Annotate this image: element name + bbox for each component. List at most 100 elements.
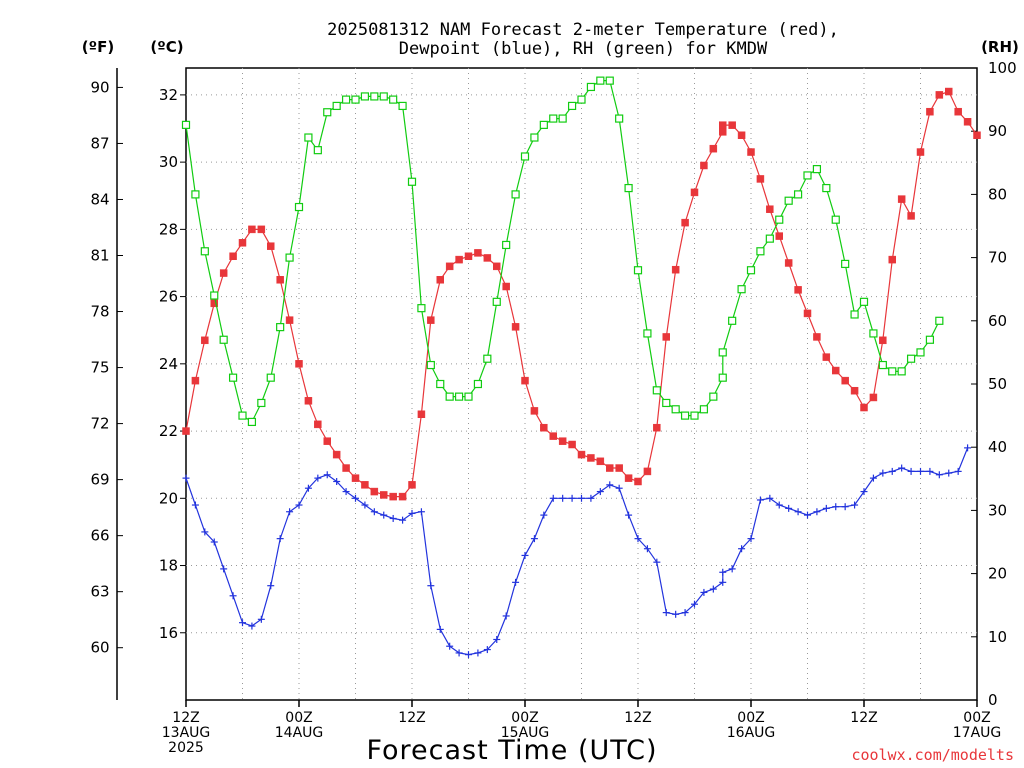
- series-group: [181, 76, 981, 659]
- rh-tick-label: 60: [988, 312, 1007, 330]
- dewpoint-point: [672, 610, 680, 618]
- rh-point: [841, 259, 850, 269]
- temperature-point: [963, 118, 972, 126]
- dewpoint-point: [804, 511, 811, 519]
- dewpoint-point: [653, 558, 661, 566]
- dewpoint-point: [267, 582, 275, 590]
- temperature-point: [945, 87, 953, 96]
- fahrenheit-tick-label: 78: [90, 303, 109, 321]
- dewpoint-point: [606, 481, 614, 489]
- dewpoint-point: [813, 508, 821, 516]
- temperature-point: [775, 232, 783, 240]
- temperature-point: [615, 464, 623, 472]
- dewpoint-point: [352, 494, 359, 502]
- time-tick-label-line: 12Z: [172, 710, 199, 726]
- celsius-tick-label: 20: [159, 489, 178, 507]
- dewpoint-point: [436, 625, 444, 633]
- rh-point: [228, 373, 238, 382]
- fahrenheit-tick-label: 63: [90, 583, 109, 601]
- temperature-point: [822, 353, 831, 361]
- dewpoint-point: [286, 508, 294, 516]
- temperature-point: [719, 128, 727, 136]
- temperature-point: [813, 333, 821, 341]
- rh-point: [615, 114, 624, 123]
- rh-point: [398, 101, 407, 111]
- rh-point: [775, 215, 784, 224]
- temperature-point: [370, 487, 379, 496]
- dewpoint-point: [220, 565, 228, 573]
- rh-tick-label: 90: [988, 122, 1007, 140]
- dewpoint-point: [201, 528, 209, 536]
- temperature-point: [954, 107, 962, 116]
- rh-point: [276, 323, 285, 332]
- dewpoint-point: [756, 496, 764, 504]
- temperature-point: [248, 225, 256, 234]
- time-tick-label: 12Z 13AUG 2025: [162, 710, 211, 756]
- rh-point: [643, 329, 652, 338]
- dewpoint-point: [700, 588, 708, 596]
- dewpoint-point: [342, 488, 350, 496]
- celsius-tick-label: 28: [159, 220, 178, 238]
- dewpoint-point: [747, 535, 755, 543]
- rh-point: [436, 379, 445, 389]
- dewpoint-point: [917, 467, 924, 475]
- dewpoint-point: [333, 477, 341, 485]
- fahrenheit-tick-label: 60: [90, 639, 109, 657]
- time-tick-label: 12Z: [398, 710, 425, 726]
- rh-point: [888, 367, 897, 376]
- rh-point: [341, 95, 351, 104]
- dewpoint-point: [210, 538, 218, 546]
- temperature-point: [351, 474, 360, 482]
- grid-lines: [186, 68, 977, 700]
- dewpoint-point: [662, 609, 670, 617]
- temperature-point: [709, 144, 718, 153]
- fahrenheit-tick-label: 87: [90, 134, 109, 152]
- temperature-point: [530, 407, 539, 415]
- rh-point: [210, 291, 219, 300]
- dewpoint-point: [399, 516, 407, 524]
- rh-point: [200, 247, 209, 256]
- celsius-tick-label: 26: [159, 288, 178, 306]
- dewpoint-point: [879, 469, 887, 477]
- celsius-tick-label: 32: [159, 86, 178, 104]
- rh-point: [567, 101, 577, 111]
- dewpoint-point: [465, 651, 472, 659]
- rh-point: [803, 171, 812, 180]
- rh-tick-label: 20: [988, 565, 1007, 583]
- temperature-point: [540, 423, 548, 432]
- dewpoint-point: [907, 467, 915, 475]
- time-tick-label-line: 15AUG: [501, 725, 550, 741]
- rh-point: [671, 405, 680, 414]
- celsius-tick-label: 22: [159, 422, 178, 440]
- rh-point: [351, 95, 360, 104]
- temperature-point: [276, 276, 284, 284]
- rh-line: [185, 79, 940, 423]
- dewpoint-point: [869, 474, 877, 482]
- temperature-point: [662, 333, 670, 341]
- fahrenheit-tick-labels: 60 63 66 69 72 75 78 81 84 87 90: [90, 78, 123, 657]
- fahrenheit-tick-label: 69: [90, 471, 109, 489]
- fahrenheit-tick-label: 75: [90, 359, 109, 377]
- rh-point: [558, 114, 567, 123]
- rh-point: [247, 417, 257, 427]
- rh-point: [492, 297, 501, 306]
- celsius-unit-label: (ºC): [150, 38, 183, 56]
- temperature-point: [568, 440, 576, 449]
- rh-point: [793, 190, 803, 199]
- dewpoint-point: [681, 609, 689, 617]
- temperature-point: [728, 121, 736, 129]
- temperature-point: [596, 457, 605, 466]
- temperature-point: [455, 255, 463, 264]
- dewpoint-point: [625, 511, 633, 519]
- rh-point: [417, 304, 426, 313]
- temperature-point: [389, 492, 397, 501]
- x-axis-title: Forecast Time (UTC): [366, 735, 657, 766]
- dewpoint-point: [587, 494, 595, 502]
- dewpoint-point: [898, 464, 906, 472]
- temperature-point: [850, 386, 859, 395]
- dewpoint-point: [191, 501, 199, 509]
- fahrenheit-tick-label: 84: [90, 190, 109, 208]
- dewpoint-point: [691, 600, 698, 608]
- rh-point: [539, 120, 548, 129]
- rh-point: [586, 82, 596, 92]
